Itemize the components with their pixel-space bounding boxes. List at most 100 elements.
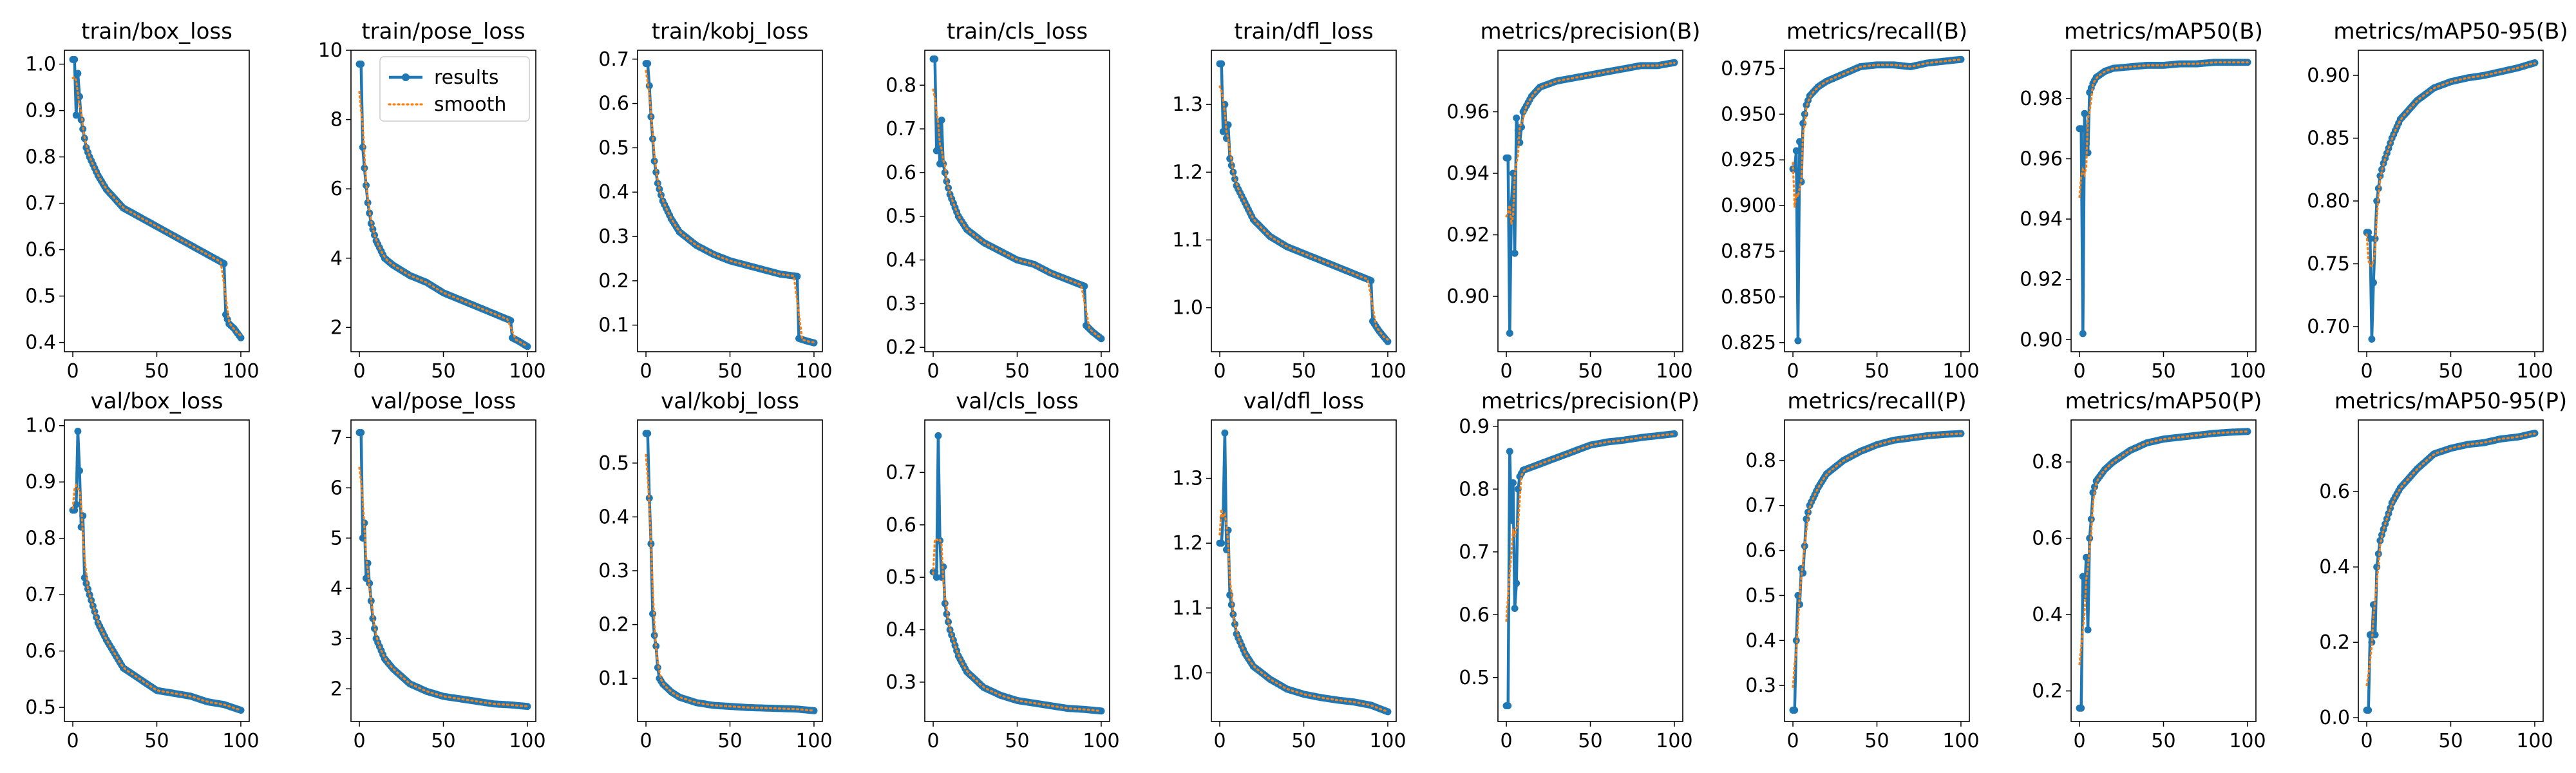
x-tick-label: 50: [1864, 730, 1889, 752]
subplot-title: metrics/recall(B): [1786, 19, 1967, 44]
data-point: [2078, 704, 2085, 712]
data-point: [1097, 707, 1105, 715]
y-tick-label: 0.92: [2020, 269, 2063, 291]
y-tick-label: 0.6: [886, 162, 916, 184]
y-tick-label: 5: [330, 527, 343, 549]
x-tick-label: 0: [2360, 730, 2372, 752]
y-tick-label: 1.3: [1172, 468, 1203, 490]
y-tick-label: 0.92: [1446, 224, 1490, 247]
data-point: [1231, 620, 1238, 628]
data-point: [931, 55, 939, 63]
y-tick-label: 0.4: [25, 332, 56, 354]
y-tick-label: 0.3: [598, 560, 629, 582]
y-tick-label: 0.7: [886, 118, 916, 140]
data-point: [2244, 428, 2251, 435]
subplot-metrics-recall-b: metrics/recall(B) 0 50 100 0.825 0.850 0.875 0.…: [1721, 19, 1979, 383]
y-tick-label: 0.5: [886, 566, 916, 589]
subplot-metrics-precision-p: metrics/precision(P) 0 50 100 0.5 0.6 0.7 0.8 0.…: [1459, 388, 1700, 752]
y-tick-label: 0.4: [886, 619, 916, 642]
data-point: [2368, 336, 2376, 343]
x-tick-label: 100: [222, 730, 259, 752]
y-tick-label: 0.7: [598, 48, 629, 71]
y-tick-label: 0.94: [2020, 208, 2063, 231]
x-tick-label: 50: [144, 360, 169, 383]
data-point: [934, 432, 942, 439]
x-tick-label: 0: [927, 730, 939, 752]
subplot-title: train/pose_loss: [361, 19, 525, 44]
y-tick-label: 0.7: [1459, 541, 1490, 564]
smooth-line: [1792, 432, 1962, 689]
data-point: [2370, 279, 2377, 287]
data-point: [2365, 707, 2372, 714]
y-tick-label: 0.5: [886, 205, 916, 228]
y-tick-label: 0.6: [598, 93, 629, 115]
x-tick-label: 0: [927, 360, 939, 383]
y-tick-label: 2: [330, 316, 343, 339]
data-point: [647, 540, 655, 548]
smooth-line: [645, 70, 815, 344]
y-tick-label: 0.90: [2020, 329, 2063, 351]
x-tick-label: 50: [1005, 360, 1029, 383]
x-tick-label: 100: [2229, 730, 2266, 752]
subplot-title: metrics/precision(P): [1481, 388, 1700, 414]
smooth-line: [932, 538, 1103, 712]
x-tick-label: 100: [1656, 360, 1692, 383]
y-tick-label: 0.4: [598, 181, 629, 204]
y-tick-label: 0.6: [886, 514, 916, 537]
y-tick-label: 0.5: [598, 452, 629, 475]
data-point: [366, 580, 374, 587]
x-tick-label: 0: [1213, 730, 1226, 752]
subplot-train-kobj-loss: train/kobj_loss 0 50 100 0.1 0.2 0.3 0.4 0.5 0.6 0…: [598, 19, 832, 383]
data-point: [933, 147, 940, 155]
y-tick-label: 0.1: [598, 667, 629, 690]
data-point: [367, 597, 375, 605]
smooth-line: [2078, 61, 2249, 198]
data-point: [1513, 580, 1520, 587]
y-tick-label: 0.0: [2319, 707, 2350, 729]
x-tick-label: 100: [2229, 360, 2266, 383]
data-point: [74, 70, 82, 77]
y-tick-label: 0.900: [1721, 195, 1776, 217]
smooth-line: [2365, 62, 2536, 269]
y-tick-label: 0.9: [25, 100, 56, 122]
subplot-title: metrics/mAP50-95(B): [2333, 19, 2568, 44]
data-point: [1384, 338, 1392, 345]
x-tick-label: 0: [66, 730, 79, 752]
data-point: [1218, 539, 1226, 547]
y-tick-label: 0.2: [598, 614, 629, 636]
x-tick-label: 50: [1005, 730, 1029, 752]
x-tick-label: 100: [1942, 730, 1979, 752]
data-point: [933, 573, 940, 581]
subplot-val-kobj-loss: val/kobj_loss 0 50 100 0.1 0.2 0.3 0.4 0.5: [598, 388, 832, 752]
data-point: [1671, 430, 1678, 437]
y-tick-label: 0.4: [598, 506, 629, 528]
legend-smooth-label: smooth: [434, 93, 506, 116]
y-tick-label: 0.7: [886, 461, 916, 484]
data-point: [2081, 110, 2088, 117]
y-tick-label: 0.8: [886, 74, 916, 97]
x-tick-label: 100: [1369, 730, 1406, 752]
y-tick-label: 1.0: [25, 53, 56, 76]
data-point: [1221, 100, 1229, 108]
data-point: [2086, 535, 2094, 542]
data-point: [938, 117, 945, 124]
y-tick-label: 0.8: [25, 528, 56, 550]
legend: results smooth: [379, 56, 530, 122]
x-tick-label: 100: [509, 360, 545, 383]
subplot-val-box-loss: val/box_loss 0 50 100 0.5 0.6 0.7 0.8 0.9 1.0: [25, 388, 259, 752]
x-tick-label: 50: [717, 730, 742, 752]
y-tick-label: 0.850: [1721, 286, 1776, 309]
data-point: [2366, 235, 2374, 242]
x-tick-label: 50: [431, 730, 455, 752]
smooth-line: [1792, 58, 1962, 208]
x-tick-label: 0: [1500, 730, 1512, 752]
data-point: [359, 144, 366, 151]
subplot-val-dfl-loss: val/dfl_loss 0 50 100 1.0 1.1 1.2 1.3: [1172, 388, 1406, 752]
subplot-metrics-map50-95-b: metrics/mAP50-95(B) 0 50 100 0.70 0.75 0.80 0.8…: [2307, 19, 2568, 383]
subplot-title: val/cls_loss: [956, 388, 1078, 414]
y-tick-label: 0.8: [2032, 451, 2063, 473]
subplot-title: metrics/mAP50-95(P): [2334, 388, 2567, 414]
smooth-line: [358, 91, 529, 347]
x-tick-label: 100: [2516, 730, 2553, 752]
